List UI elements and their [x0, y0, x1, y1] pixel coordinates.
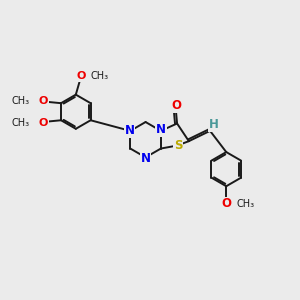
Text: O: O [39, 118, 48, 128]
Text: O: O [171, 99, 181, 112]
Text: N: N [141, 152, 151, 165]
Text: CH₃: CH₃ [237, 199, 255, 209]
Text: N: N [156, 123, 166, 136]
Text: CH₃: CH₃ [11, 118, 29, 128]
Text: CH₃: CH₃ [91, 71, 109, 81]
Text: N: N [125, 124, 135, 137]
Text: S: S [174, 139, 182, 152]
Text: CH₃: CH₃ [11, 95, 29, 106]
Text: H: H [209, 118, 218, 131]
Text: O: O [39, 95, 48, 106]
Text: O: O [222, 197, 232, 210]
Text: O: O [76, 71, 86, 81]
